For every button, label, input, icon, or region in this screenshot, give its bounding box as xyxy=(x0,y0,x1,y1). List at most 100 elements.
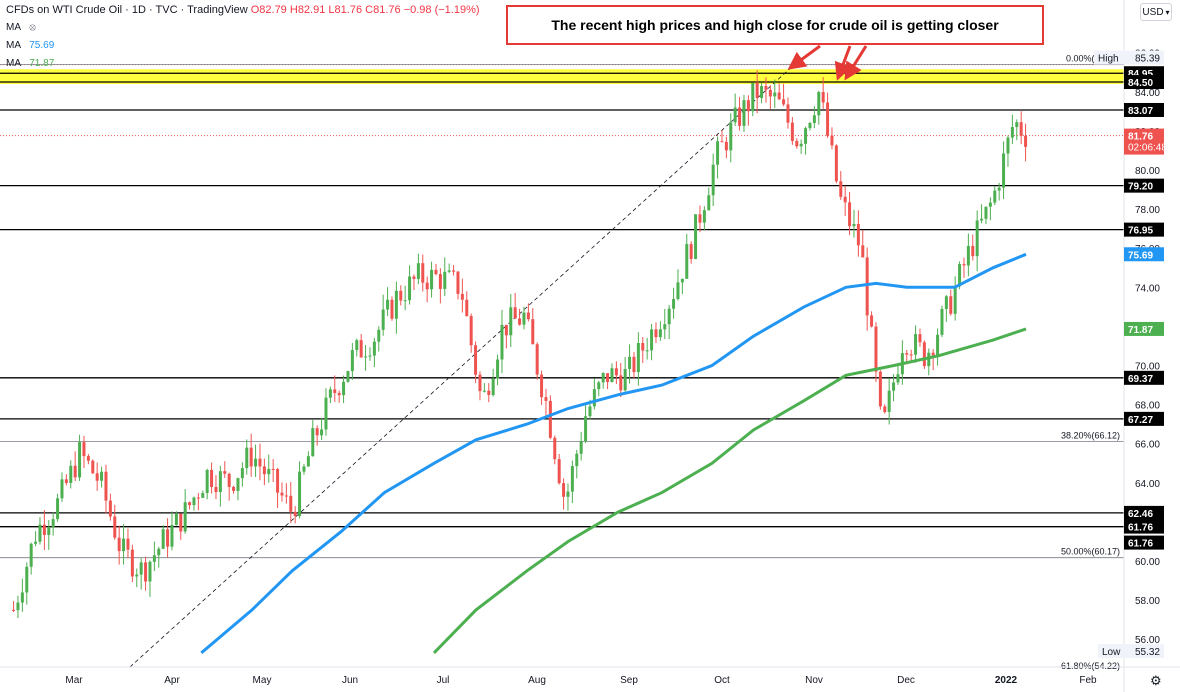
candle-body xyxy=(240,468,244,479)
candle-body xyxy=(20,592,24,603)
candle-body xyxy=(984,206,988,219)
indicator-ma-3-value: 71.87 xyxy=(29,58,55,69)
candle-body xyxy=(1015,122,1019,128)
candle-body xyxy=(346,371,350,382)
candle-body xyxy=(931,352,935,356)
indicator-ma-3[interactable]: MA 71.87 xyxy=(6,58,54,69)
ma-200-label: 71.87 xyxy=(1128,325,1153,336)
candle-body xyxy=(672,299,676,309)
candle-body xyxy=(746,100,750,112)
y-tick-label: 56.00 xyxy=(1135,635,1160,646)
label-76-95-bg xyxy=(1124,222,1164,237)
candle-body xyxy=(469,315,473,346)
candle-body xyxy=(60,479,64,499)
indicator-ma-1[interactable]: MA ⦻ xyxy=(6,22,36,33)
candle-body xyxy=(130,549,134,577)
candle-body xyxy=(878,371,882,407)
candle-body xyxy=(720,141,724,143)
candle-body xyxy=(724,141,728,151)
candle-body xyxy=(174,513,178,526)
x-tick-label: Jun xyxy=(342,675,358,686)
candle-body xyxy=(262,466,266,475)
candle-body xyxy=(218,471,222,493)
symbol-title[interactable]: CFDs on WTI Crude Oil · 1D · TVC · Tradi… xyxy=(6,4,248,16)
candle-body xyxy=(452,270,456,272)
low-label-bg xyxy=(1098,644,1164,658)
candle-body xyxy=(403,300,407,302)
indicator-ma-2[interactable]: MA 75.69 xyxy=(6,40,54,51)
candle-body xyxy=(588,406,592,417)
x-tick-label: Sep xyxy=(620,675,638,686)
candle-body xyxy=(42,524,46,535)
candle-body xyxy=(293,511,297,517)
candle-body xyxy=(487,390,491,396)
candle-body xyxy=(544,397,548,401)
candle-body xyxy=(663,324,667,330)
candle-body xyxy=(482,390,486,392)
candle-body xyxy=(535,344,539,375)
candle-body xyxy=(522,312,526,325)
candle-body xyxy=(892,382,896,391)
gear-icon[interactable]: ⚙ xyxy=(1150,673,1162,688)
ma-100-label: 75.69 xyxy=(1128,250,1153,261)
candle-body xyxy=(302,466,306,472)
hidden-eye-icon[interactable]: ⦻ xyxy=(29,22,36,33)
candle-body xyxy=(738,107,742,126)
candle-body xyxy=(619,375,623,391)
ma-200-label-bg xyxy=(1124,321,1164,336)
x-tick-label: Apr xyxy=(164,675,180,686)
candle-body xyxy=(372,341,376,356)
candle-body xyxy=(188,502,192,506)
candle-body xyxy=(513,307,517,319)
candle-body xyxy=(245,447,249,469)
candle-body xyxy=(790,122,794,141)
candle-body xyxy=(500,324,504,360)
x-tick-label: Jul xyxy=(437,675,450,686)
candle-body xyxy=(324,397,328,430)
candle-body xyxy=(711,164,715,196)
candle-body xyxy=(201,493,205,498)
candle-body xyxy=(210,470,214,487)
label-83-07-bg xyxy=(1124,102,1164,117)
candle-body xyxy=(1019,122,1023,136)
candle-body xyxy=(597,382,601,390)
label-84-50-bg xyxy=(1124,75,1164,90)
candle-body xyxy=(883,406,887,412)
label-67-27: 67.27 xyxy=(1128,415,1153,426)
candle-body xyxy=(29,543,33,567)
candle-body xyxy=(82,442,86,457)
candle-body xyxy=(364,356,368,358)
candle-body xyxy=(152,555,156,562)
candle-body xyxy=(236,478,240,491)
annotation-callout[interactable]: The recent high prices and high close fo… xyxy=(506,5,1044,45)
candle-body xyxy=(865,257,869,316)
currency-selector[interactable]: USD ▾ xyxy=(1140,3,1172,21)
candle-body xyxy=(69,465,73,483)
candle-body xyxy=(148,561,152,582)
candle-body xyxy=(628,356,632,369)
chevron-down-icon: ▾ xyxy=(1165,7,1170,17)
label-69-37-bg xyxy=(1124,370,1164,385)
candle-body xyxy=(390,299,394,319)
candle-body xyxy=(905,353,909,355)
candle-body xyxy=(760,86,764,98)
candle-body xyxy=(575,453,579,467)
candle-body xyxy=(113,516,117,538)
indicator-ma-3-label: MA xyxy=(6,58,21,69)
candle-body xyxy=(34,541,38,544)
candle-body xyxy=(592,389,596,407)
label-61-76: 61.76 xyxy=(1128,523,1153,534)
label-61-76-b: 61.76 xyxy=(1128,539,1153,550)
candle-body xyxy=(914,334,918,355)
fib-label-3: 61.80%(54.22) xyxy=(1061,661,1120,671)
candle-body xyxy=(729,122,733,151)
candle-body xyxy=(254,458,258,467)
candle-body xyxy=(249,447,253,467)
candle-body xyxy=(86,456,90,461)
candle-body xyxy=(232,486,236,491)
candle-body xyxy=(579,441,583,454)
candle-body xyxy=(773,92,777,97)
candle-body xyxy=(78,442,82,478)
label-83-07: 83.07 xyxy=(1128,106,1153,117)
